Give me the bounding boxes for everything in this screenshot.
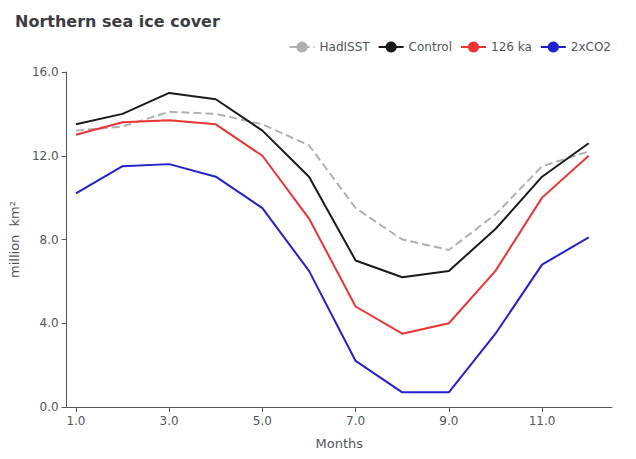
svg-text:million km²: million km²: [7, 201, 22, 278]
svg-text:12.0: 12.0: [32, 149, 59, 163]
svg-text:1.0: 1.0: [66, 414, 85, 428]
svg-text:0.0: 0.0: [40, 400, 59, 414]
svg-text:3.0: 3.0: [160, 414, 179, 428]
svg-text:HadISST: HadISST: [320, 40, 371, 54]
svg-text:7.0: 7.0: [346, 414, 365, 428]
svg-text:8.0: 8.0: [40, 233, 59, 247]
svg-text:126 ka: 126 ka: [491, 40, 532, 54]
svg-text:Months: Months: [316, 436, 364, 451]
svg-text:Northern sea ice cover: Northern sea ice cover: [15, 12, 220, 31]
svg-text:Control: Control: [409, 40, 452, 54]
svg-text:2xCO2: 2xCO2: [571, 40, 611, 54]
svg-text:11.0: 11.0: [529, 414, 556, 428]
svg-text:9.0: 9.0: [439, 414, 458, 428]
svg-text:5.0: 5.0: [253, 414, 272, 428]
svg-text:16.0: 16.0: [32, 65, 59, 79]
svg-text:4.0: 4.0: [40, 316, 59, 330]
